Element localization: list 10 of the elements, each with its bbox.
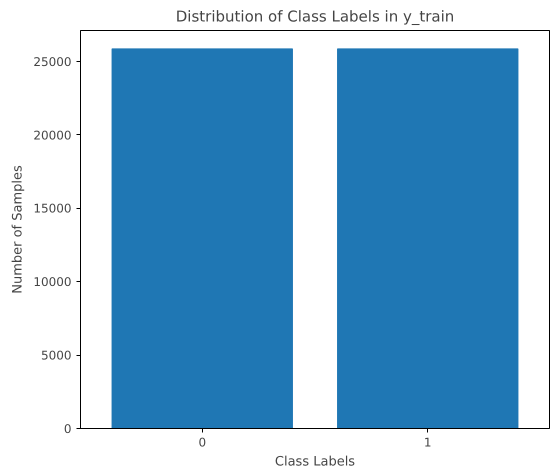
y-tick-label: 0 [64,422,72,436]
chart-title: Distribution of Class Labels in y_train [176,8,454,26]
y-tick-label: 20000 [33,128,72,142]
x-axis-title: Class Labels [274,454,356,470]
y-tick-label: 25000 [33,54,72,69]
y-tick-label: 10000 [33,275,72,290]
y-tick-label: 15000 [33,202,72,216]
y-tick-label: 5000 [40,348,72,363]
y-axis-title: Number of Samples [10,165,26,294]
x-tick-label: 1 [424,436,432,450]
